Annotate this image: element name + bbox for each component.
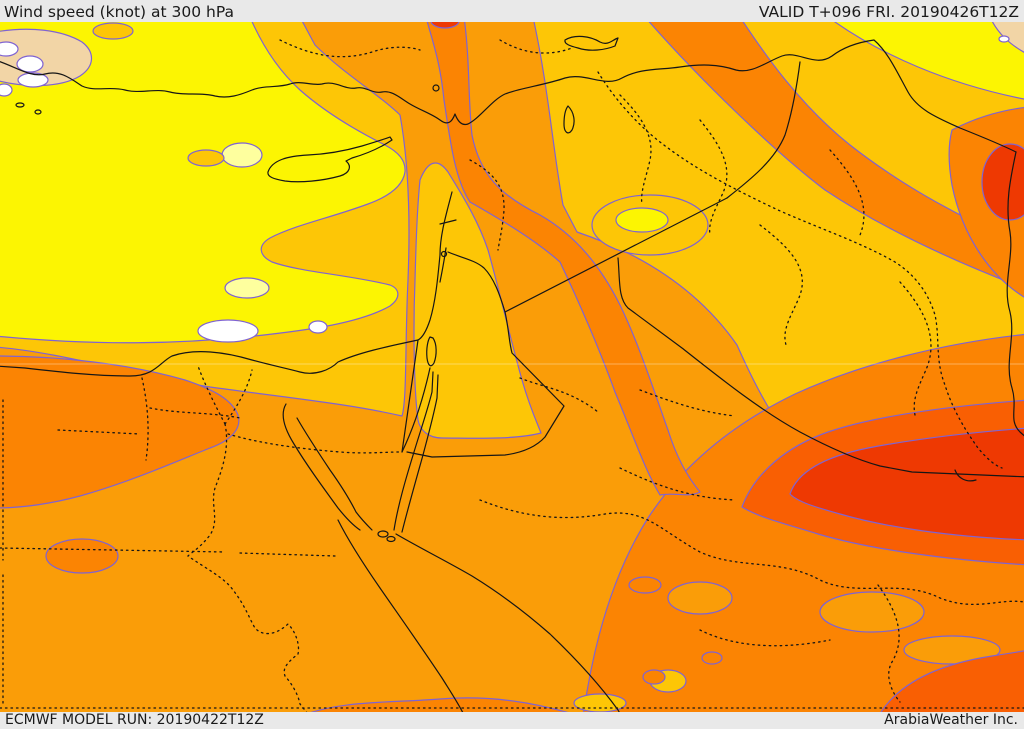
nile-delta-branch <box>224 369 253 425</box>
cyprus-island <box>267 136 393 183</box>
calm-white-blob <box>17 72 49 88</box>
admin-boundary <box>619 467 736 501</box>
jet-streak-central <box>426 22 701 496</box>
gold-speck <box>92 22 134 40</box>
admin-boundary <box>519 377 599 413</box>
tiran-island <box>377 530 389 538</box>
lebanon-border <box>439 219 457 225</box>
admin-boundary <box>829 149 865 236</box>
iran-iraq-border <box>1006 151 1024 437</box>
dead-sea <box>426 336 437 367</box>
lake-urmia <box>563 105 575 134</box>
admin-boundary <box>619 94 652 206</box>
red-sea-west-coast <box>337 519 464 712</box>
egypt-med-coast <box>0 339 419 377</box>
gulf-of-aqaba-east-shore <box>401 374 439 533</box>
calm-white-blob <box>16 55 44 73</box>
yellow-blob-esyria <box>615 207 669 233</box>
amber-hole <box>903 635 1001 665</box>
admin-boundary <box>279 39 421 58</box>
syria-jordan-border <box>447 251 506 313</box>
credit-label: ArabiaWeather Inc. <box>884 712 1018 728</box>
admin-boundary <box>469 159 505 251</box>
weather-map <box>0 22 1024 712</box>
jordan-iraq-border <box>504 197 728 313</box>
title-bar: Wind speed (knot) at 300 hPa VALID T+096… <box>0 0 1024 22</box>
calm-white-blob <box>308 320 328 334</box>
jordan-saudi-border <box>406 311 565 458</box>
gulf-of-suez-east-shore <box>296 417 373 531</box>
gold-blob-south <box>573 693 627 712</box>
iraq-saudi-border <box>617 257 1024 478</box>
admin-boundary <box>499 39 573 54</box>
admin-boundary <box>759 224 803 346</box>
tiran-island <box>386 535 396 543</box>
calm-white-blob <box>998 35 1010 43</box>
orange-speck <box>701 651 723 665</box>
admin-boundary <box>479 499 1024 605</box>
calm-white-blob <box>197 319 259 343</box>
orange-core-egypt <box>0 355 240 509</box>
dotted-line-layer <box>0 39 1024 712</box>
hot-streak-se-corner <box>880 650 1024 712</box>
admin-boundary <box>699 629 831 647</box>
wind-speed-contour-map <box>0 22 1024 712</box>
admin-boundary <box>877 584 901 703</box>
anatolia-lake <box>432 84 440 92</box>
coastline-border-layer <box>0 35 1024 712</box>
red-core-north <box>430 22 460 29</box>
admin-boundary <box>639 389 736 417</box>
nile-river <box>186 423 308 712</box>
lake-van <box>564 35 619 51</box>
orange-speck <box>628 576 662 594</box>
admin-boundary <box>149 407 241 419</box>
egypt-sudan-border <box>0 547 336 557</box>
contour-fill-layer <box>0 22 1024 712</box>
kuwait-coast <box>954 469 977 482</box>
nile-delta-branch <box>197 365 226 425</box>
orange-speck <box>642 669 666 685</box>
gulf-of-aqaba-west-shore <box>393 371 434 531</box>
model-run-label: ECMWF MODEL RUN: 20190422T12Z <box>5 712 264 728</box>
pale-core-blob <box>224 277 270 299</box>
yellow-strip-ne <box>834 22 1024 100</box>
orange-blob-sw <box>45 538 119 574</box>
gold-tongue <box>413 162 542 439</box>
chart-title: Wind speed (knot) at 300 hPa <box>4 3 235 21</box>
euphrates-river <box>597 71 1003 469</box>
jet-streak-ne <box>648 22 1024 289</box>
calm-white-blob <box>0 83 13 97</box>
valid-time-label: VALID T+096 FRI. 20190426T12Z <box>758 3 1019 21</box>
amber-hole <box>667 581 733 615</box>
sea-of-galilee <box>440 250 448 258</box>
red-sea-east-coast <box>395 533 620 712</box>
calm-white-blob <box>0 41 19 57</box>
admin-boundary <box>899 281 932 416</box>
arava-border <box>401 367 431 453</box>
syria-iraq-border <box>726 61 801 199</box>
gulf-of-suez-west-shore <box>282 403 361 531</box>
turkey-coast-and-north-borders <box>0 39 1017 153</box>
orange-bottom-band <box>310 697 569 712</box>
admin-boundary <box>227 433 401 454</box>
admin-boundary <box>699 119 728 236</box>
amber-hole <box>819 591 925 633</box>
aegean-island <box>15 102 25 108</box>
gold-speck <box>187 149 225 167</box>
egypt-israel-border <box>401 339 419 453</box>
status-bar: ECMWF MODEL RUN: 20190422T12Z ArabiaWeat… <box>0 712 1024 729</box>
yellow-region-nw <box>0 22 406 344</box>
aegean-island <box>34 109 42 115</box>
pale-core-blob <box>221 142 263 168</box>
